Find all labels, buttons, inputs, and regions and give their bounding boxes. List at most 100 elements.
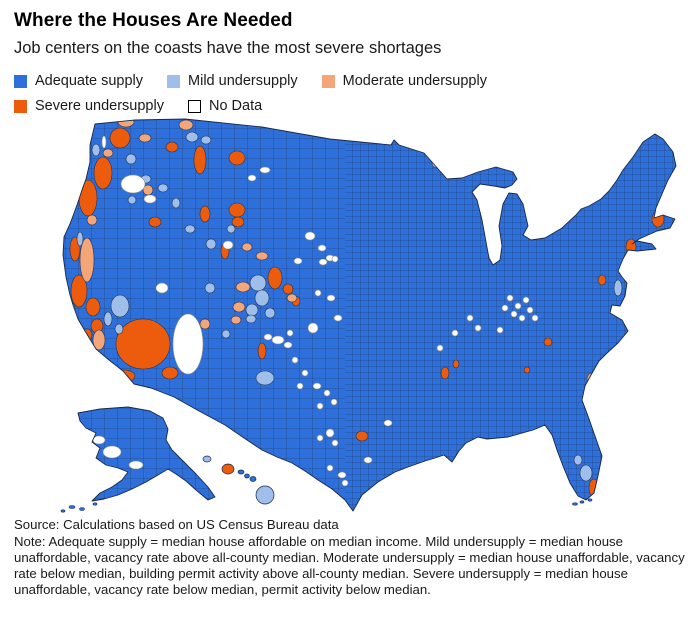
county-patch-severe bbox=[597, 274, 607, 286]
county-patch-mild bbox=[579, 464, 593, 482]
legend-swatch-severe bbox=[14, 99, 27, 113]
county-patch-severe bbox=[193, 145, 207, 175]
county-patch-nodata bbox=[531, 314, 539, 322]
county-patch-severe bbox=[109, 127, 131, 149]
county-patch-severe bbox=[440, 366, 450, 380]
county-patch-moderate bbox=[241, 242, 253, 252]
county-patch-mild bbox=[613, 279, 623, 297]
county-patch-severe bbox=[651, 210, 665, 228]
county-patch-nodata bbox=[155, 282, 169, 294]
county-patch-nodata bbox=[333, 314, 343, 322]
county-patch-moderate bbox=[230, 315, 242, 325]
legend-swatch-nodata bbox=[187, 99, 201, 113]
legend-item-moderate: Moderate undersupply bbox=[321, 73, 487, 89]
county-patch-nodata bbox=[304, 231, 316, 241]
legend-label-severe: Severe undersupply bbox=[35, 98, 164, 114]
county-patch-nodata bbox=[128, 460, 144, 470]
county-patch-moderate bbox=[232, 301, 246, 313]
country-outline bbox=[62, 118, 677, 512]
county-patch-nodata bbox=[259, 166, 271, 174]
hawaii-inset bbox=[202, 455, 275, 505]
page-subtitle: Job centers on the coasts have the most … bbox=[14, 39, 442, 57]
county-patch-nodata bbox=[301, 369, 309, 377]
county-patch-moderate bbox=[255, 251, 269, 261]
county-patch-severe bbox=[523, 366, 531, 374]
county-patch-nodata bbox=[296, 382, 304, 390]
county-patch-nodata bbox=[293, 257, 303, 265]
county-patch-moderate bbox=[138, 133, 152, 143]
county-patch-mild bbox=[200, 135, 212, 145]
county-patch-severe bbox=[282, 283, 294, 295]
county-patch-nodata bbox=[496, 326, 504, 334]
county-patch-severe bbox=[588, 478, 600, 498]
county-patch-nodata bbox=[514, 302, 522, 310]
county-patch-mild bbox=[254, 289, 270, 307]
county-patch-nodata bbox=[337, 471, 347, 479]
county-patch-nodata bbox=[316, 434, 324, 442]
county-patch-moderate bbox=[102, 148, 114, 158]
hawaii-island-adequate bbox=[237, 469, 245, 475]
county-patch-nodata bbox=[506, 294, 514, 302]
aleutian-island bbox=[92, 502, 98, 506]
county-patch-nodata bbox=[363, 456, 373, 464]
county-patch-mild bbox=[171, 197, 181, 209]
county-patch-severe bbox=[267, 266, 283, 290]
county-patch-nodata bbox=[341, 479, 349, 487]
florida-keys bbox=[587, 498, 593, 502]
county-patch-mild bbox=[68, 302, 76, 318]
county-patch-nodata bbox=[101, 135, 107, 149]
map-land-layer bbox=[63, 119, 676, 511]
aleutian-island bbox=[68, 505, 76, 509]
county-patch-severe bbox=[228, 202, 246, 218]
county-patch-nodata bbox=[120, 174, 146, 194]
alaska-outline bbox=[77, 406, 216, 502]
county-patch-nodata bbox=[92, 435, 106, 445]
hawaii-island-mild bbox=[255, 485, 275, 505]
legend-row-2: Severe undersupply No Data bbox=[14, 98, 686, 114]
legend: Adequate supply Mild undersupply Moderate … bbox=[14, 73, 686, 114]
small-islands bbox=[60, 498, 593, 513]
county-patch-severe bbox=[228, 150, 246, 166]
county-patch-moderate bbox=[286, 293, 298, 303]
county-patch-nodata bbox=[247, 174, 257, 182]
county-patch-mild bbox=[255, 370, 275, 386]
us-map-svg bbox=[60, 118, 677, 513]
legend-label-mild: Mild undersupply bbox=[188, 73, 298, 89]
county-patch-nodata bbox=[271, 335, 285, 345]
county-patch-nodata bbox=[326, 464, 334, 472]
county-patch-nodata bbox=[316, 402, 324, 410]
county-patch-severe bbox=[231, 216, 245, 228]
legend-row-1: Adequate supply Mild undersupply Moderate … bbox=[14, 73, 686, 89]
county-grid-west bbox=[63, 119, 345, 511]
county-grid-east bbox=[345, 119, 676, 511]
county-patch-nodata bbox=[466, 314, 474, 322]
county-patch-severe bbox=[93, 156, 113, 190]
legend-item-mild: Mild undersupply bbox=[167, 73, 298, 89]
county-patch-nodata bbox=[283, 341, 293, 349]
legend-item-adequate: Adequate supply bbox=[14, 73, 143, 89]
county-patch-severe bbox=[161, 366, 179, 380]
county-patch-moderate bbox=[86, 214, 98, 226]
county-patch-severe bbox=[257, 342, 267, 360]
county-patch-nodata bbox=[314, 289, 322, 297]
county-patch-nodata bbox=[518, 314, 526, 322]
county-patch-severe bbox=[115, 318, 171, 370]
county-patch-moderate bbox=[79, 237, 95, 283]
county-patch-severe bbox=[78, 179, 98, 217]
county-patch-nodata bbox=[526, 306, 534, 314]
county-patch-moderate bbox=[92, 329, 106, 351]
county-patch-nodata bbox=[222, 240, 234, 250]
county-patch-nodata bbox=[451, 329, 459, 337]
legend-label-adequate: Adequate supply bbox=[35, 73, 144, 89]
county-patch-nodata bbox=[330, 398, 338, 406]
note-text: Note: Adequate supply = median house aff… bbox=[14, 534, 685, 597]
county-patch-nodata bbox=[172, 313, 204, 375]
legend-swatch-mild bbox=[167, 74, 181, 88]
hawaii-island-adequate bbox=[244, 473, 250, 479]
florida-keys bbox=[579, 500, 585, 504]
county-patch-mild bbox=[125, 153, 137, 165]
county-patch-mild bbox=[127, 195, 137, 205]
county-patch-severe bbox=[148, 216, 162, 228]
county-patch-nodata bbox=[325, 428, 335, 438]
